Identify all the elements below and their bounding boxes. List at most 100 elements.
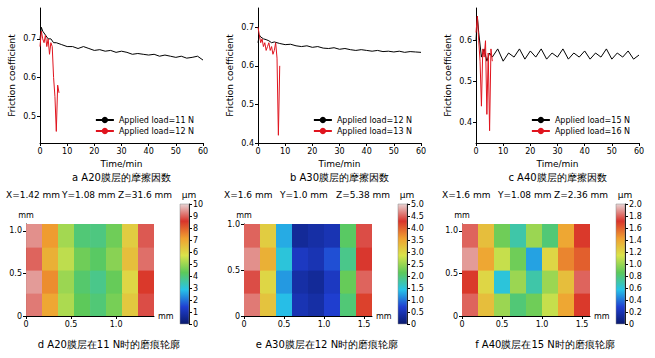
svg-text:Z=5.38 mm: Z=5.38 mm — [336, 190, 390, 200]
svg-text:b A30膜层的摩擦因数: b A30膜层的摩擦因数 — [290, 172, 389, 183]
svg-text:0.5: 0.5 — [23, 112, 36, 121]
svg-text:1.0: 1.0 — [445, 226, 458, 235]
svg-text:10: 10 — [193, 200, 203, 209]
svg-text:0: 0 — [629, 320, 634, 329]
svg-text:Time/min: Time/min — [317, 159, 360, 169]
svg-text:0: 0 — [17, 312, 22, 321]
svg-text:20: 20 — [525, 147, 535, 156]
svg-text:0: 0 — [37, 147, 42, 156]
svg-text:µm: µm — [400, 190, 415, 200]
svg-text:0.5: 0.5 — [411, 308, 424, 317]
svg-text:mm: mm — [594, 312, 610, 321]
svg-text:0.5: 0.5 — [241, 100, 254, 109]
svg-text:Time/min: Time/min — [99, 159, 142, 169]
svg-text:0: 0 — [241, 320, 246, 329]
svg-text:0.5: 0.5 — [445, 269, 458, 278]
svg-text:0: 0 — [411, 320, 416, 329]
svg-text:0.6: 0.6 — [459, 36, 472, 45]
svg-text:0: 0 — [255, 147, 260, 156]
svg-text:Z=2.36 mm: Z=2.36 mm — [554, 190, 608, 200]
svg-text:60: 60 — [634, 147, 644, 156]
svg-text:3.5: 3.5 — [411, 236, 424, 245]
svg-text:c A40膜层的摩擦因数: c A40膜层的摩擦因数 — [508, 172, 606, 183]
svg-text:Friction coefficient: Friction coefficient — [7, 34, 17, 117]
svg-text:50: 50 — [607, 147, 617, 156]
svg-text:a A20膜层的摩擦因数: a A20膜层的摩擦因数 — [72, 172, 171, 183]
svg-text:mm: mm — [236, 211, 252, 220]
svg-text:Y=1.08 mm: Y=1.08 mm — [497, 190, 551, 200]
svg-text:2: 2 — [193, 296, 198, 305]
svg-text:10: 10 — [498, 147, 508, 156]
svg-text:20: 20 — [89, 147, 99, 156]
svg-text:0.2: 0.2 — [629, 308, 642, 317]
svg-text:4.5: 4.5 — [411, 212, 424, 221]
svg-text:1.0: 1.0 — [411, 296, 424, 305]
svg-text:0.5: 0.5 — [227, 266, 240, 275]
svg-text:0.5: 0.5 — [459, 77, 472, 86]
svg-text:4: 4 — [193, 272, 198, 281]
svg-text:X=1.6 mm: X=1.6 mm — [224, 190, 272, 200]
svg-text:0.4: 0.4 — [459, 118, 472, 127]
svg-text:1.4: 1.4 — [629, 236, 642, 245]
svg-text:0.5: 0.5 — [278, 320, 291, 329]
svg-text:0.7: 0.7 — [23, 34, 36, 43]
svg-text:0.6: 0.6 — [23, 73, 36, 82]
svg-text:X=1.6 mm: X=1.6 mm — [442, 190, 490, 200]
svg-text:1.0: 1.0 — [9, 226, 22, 235]
svg-text:µm: µm — [182, 190, 197, 200]
svg-text:2.0: 2.0 — [629, 200, 642, 209]
svg-text:0: 0 — [453, 312, 458, 321]
svg-text:5: 5 — [193, 260, 198, 269]
svg-text:1.5: 1.5 — [411, 284, 424, 293]
svg-text:1.0: 1.0 — [629, 260, 642, 269]
svg-text:10: 10 — [280, 147, 290, 156]
svg-text:0.6: 0.6 — [629, 284, 642, 293]
svg-text:0.4: 0.4 — [629, 296, 642, 305]
svg-text:0: 0 — [459, 320, 464, 329]
svg-text:3.0: 3.0 — [411, 248, 424, 257]
svg-text:0.6: 0.6 — [241, 61, 254, 70]
svg-text:40: 40 — [362, 147, 372, 156]
svg-text:Z=31.6 mm: Z=31.6 mm — [118, 190, 172, 200]
svg-text:0.5: 0.5 — [65, 320, 78, 329]
svg-text:X=1.42 mm: X=1.42 mm — [6, 190, 60, 200]
svg-text:Y=1.0 mm: Y=1.0 mm — [279, 190, 328, 200]
svg-text:1.0: 1.0 — [227, 220, 240, 229]
svg-text:1.8: 1.8 — [629, 212, 642, 221]
svg-text:Friction coefficient: Friction coefficient — [225, 34, 235, 117]
svg-text:2.5: 2.5 — [411, 260, 424, 269]
svg-text:60: 60 — [416, 147, 426, 156]
svg-text:1.6: 1.6 — [629, 224, 642, 233]
svg-text:1.0: 1.0 — [110, 320, 123, 329]
svg-text:8: 8 — [193, 224, 198, 233]
svg-text:60: 60 — [198, 147, 208, 156]
svg-text:Friction coefficient: Friction coefficient — [443, 34, 453, 117]
svg-text:30: 30 — [334, 147, 344, 156]
svg-text:Applied load=15 N: Applied load=15 N — [555, 116, 630, 125]
svg-text:µm: µm — [618, 190, 633, 200]
svg-text:7: 7 — [193, 236, 198, 245]
svg-text:0: 0 — [23, 320, 28, 329]
svg-text:1.5: 1.5 — [358, 320, 371, 329]
svg-text:2.0: 2.0 — [411, 272, 424, 281]
svg-text:0.7: 0.7 — [241, 23, 254, 32]
svg-text:0.5: 0.5 — [9, 269, 22, 278]
svg-text:Applied load=11 N: Applied load=11 N — [119, 116, 194, 125]
svg-text:1.5: 1.5 — [576, 320, 589, 329]
svg-text:0: 0 — [235, 312, 240, 321]
svg-text:d A20膜层在11 N时的磨痕轮廓: d A20膜层在11 N时的磨痕轮廓 — [38, 339, 180, 350]
svg-text:1.2: 1.2 — [629, 248, 642, 257]
svg-text:Y=1.08 mm: Y=1.08 mm — [61, 190, 115, 200]
svg-text:Applied load=13 N: Applied load=13 N — [337, 127, 412, 136]
svg-text:10: 10 — [62, 147, 72, 156]
svg-text:Applied load=16 N: Applied load=16 N — [555, 127, 630, 136]
svg-text:1.0: 1.0 — [318, 320, 331, 329]
svg-text:mm: mm — [18, 211, 34, 220]
svg-text:0: 0 — [193, 320, 198, 329]
svg-text:9: 9 — [193, 212, 198, 221]
svg-text:1.0: 1.0 — [536, 320, 549, 329]
svg-text:mm: mm — [376, 312, 392, 321]
svg-text:4.0: 4.0 — [411, 224, 424, 233]
svg-text:0.5: 0.5 — [496, 320, 509, 329]
svg-text:0.4: 0.4 — [241, 139, 254, 148]
